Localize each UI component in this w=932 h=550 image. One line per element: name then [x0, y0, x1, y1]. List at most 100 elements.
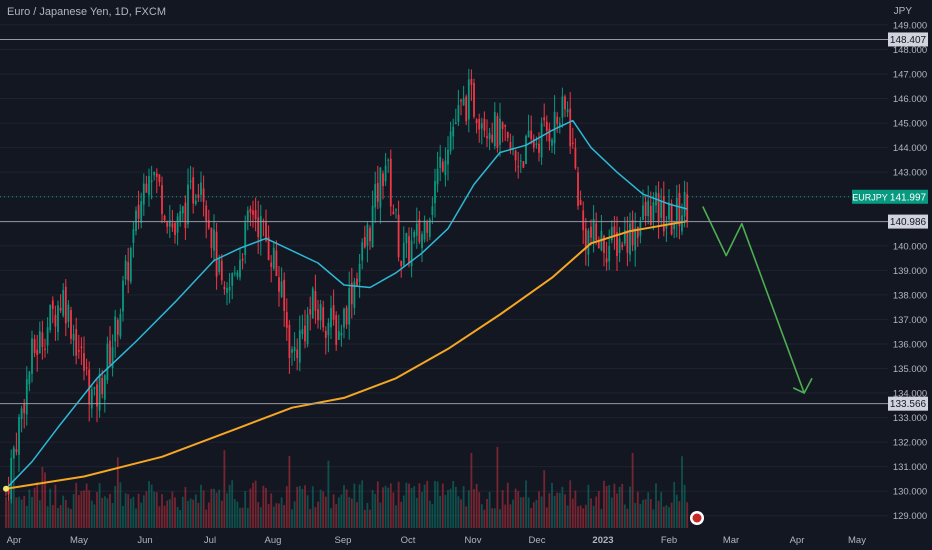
volume-bar: [384, 485, 387, 528]
candle-body: [249, 208, 252, 213]
candle-body: [376, 182, 379, 202]
volume-bar: [512, 499, 514, 528]
volume-bar: [493, 508, 496, 528]
candle-body: [517, 166, 520, 168]
candle-body: [114, 316, 117, 342]
candle-body: [590, 226, 592, 238]
candle-body: [252, 210, 254, 215]
candle-body: [285, 312, 288, 328]
candle-body: [675, 197, 678, 221]
volume-bar: [400, 501, 403, 528]
x-tick-label: Dec: [529, 535, 546, 546]
volume-bar: [207, 502, 210, 528]
volume-bar: [418, 483, 421, 528]
y-tick-label: 143.000: [893, 168, 927, 179]
volume-bar: [348, 497, 351, 528]
candle-body: [158, 174, 161, 183]
volume-bar: [192, 499, 195, 528]
candle-body: [51, 300, 54, 310]
volume-bar: [543, 470, 546, 528]
candle-body: [340, 332, 343, 336]
candle-body: [337, 331, 340, 340]
volume-bar: [582, 508, 585, 528]
volume-bar: [561, 486, 564, 528]
candle-body: [387, 159, 390, 161]
volume-bar: [358, 484, 361, 528]
level-price-tag: [888, 32, 928, 47]
volume-bar: [83, 490, 85, 528]
candle-body: [441, 161, 444, 172]
candle-body: [213, 229, 215, 251]
volume-bar: [608, 485, 611, 528]
volume-bar: [140, 502, 143, 528]
candle-body: [140, 200, 143, 223]
volume-bar: [569, 480, 572, 528]
candle-body: [595, 223, 598, 241]
volume-bar: [137, 493, 140, 528]
candle-body: [254, 210, 257, 220]
volume-bar: [44, 472, 46, 528]
candle-body: [350, 282, 353, 305]
candle-body: [579, 200, 582, 205]
candle-body: [77, 350, 80, 352]
volume-bar: [662, 506, 665, 528]
candle-body: [686, 194, 689, 222]
volume-bar: [153, 491, 156, 528]
candle-body: [70, 310, 72, 339]
volume-bar: [88, 490, 91, 528]
volume-bar: [200, 484, 202, 528]
volume-bar: [25, 505, 28, 528]
volume-bar: [616, 493, 618, 528]
volume-bar: [668, 507, 670, 528]
volume-bar: [566, 505, 569, 528]
volume-bar: [288, 455, 291, 528]
ma-slow-line: [5, 220, 688, 490]
y-tick-label: 140.000: [893, 241, 927, 252]
candle-body: [540, 123, 543, 158]
candle-body: [330, 307, 332, 328]
candle-body: [361, 242, 364, 261]
y-tick-label: 136.000: [893, 339, 927, 350]
volume-bar: [332, 494, 335, 528]
candle-body: [558, 123, 561, 127]
candle-body: [174, 223, 176, 236]
y-tick-label: 144.000: [893, 143, 927, 154]
volume-bar: [361, 480, 364, 528]
volume-bar: [265, 488, 267, 528]
volume-bar: [62, 495, 65, 528]
candle-body: [106, 343, 109, 380]
candle-body: [413, 231, 416, 238]
candle-body: [587, 230, 590, 255]
volume-bar: [501, 490, 504, 528]
candle-body: [421, 234, 423, 248]
candle-body: [15, 449, 18, 453]
candle-body: [332, 305, 335, 320]
volume-bar: [629, 486, 631, 528]
candle-body: [356, 278, 358, 286]
candle-body: [28, 371, 31, 385]
candle-body: [551, 139, 553, 146]
candle-body: [335, 315, 338, 345]
candle-body: [278, 277, 280, 292]
volume-bar: [301, 488, 304, 528]
candle-body: [194, 200, 197, 205]
volume-bar: [465, 506, 468, 528]
candle-body: [103, 375, 106, 400]
volume-bar: [254, 480, 257, 528]
level-price-label: 133.566: [890, 399, 927, 410]
y-tick-label: 148.000: [893, 45, 927, 56]
volume-bar: [642, 499, 644, 528]
volume-bar: [363, 509, 366, 528]
volume-bar: [522, 497, 525, 528]
volume-bar: [257, 502, 260, 528]
candle-body: [218, 258, 221, 272]
volume-bar: [369, 509, 371, 528]
y-tick-label: 132.000: [893, 438, 927, 449]
volume-bar: [33, 487, 36, 528]
volume-bar: [7, 501, 10, 528]
volume-bar: [590, 498, 592, 528]
candle-body: [647, 200, 650, 217]
candle-body: [379, 167, 382, 208]
